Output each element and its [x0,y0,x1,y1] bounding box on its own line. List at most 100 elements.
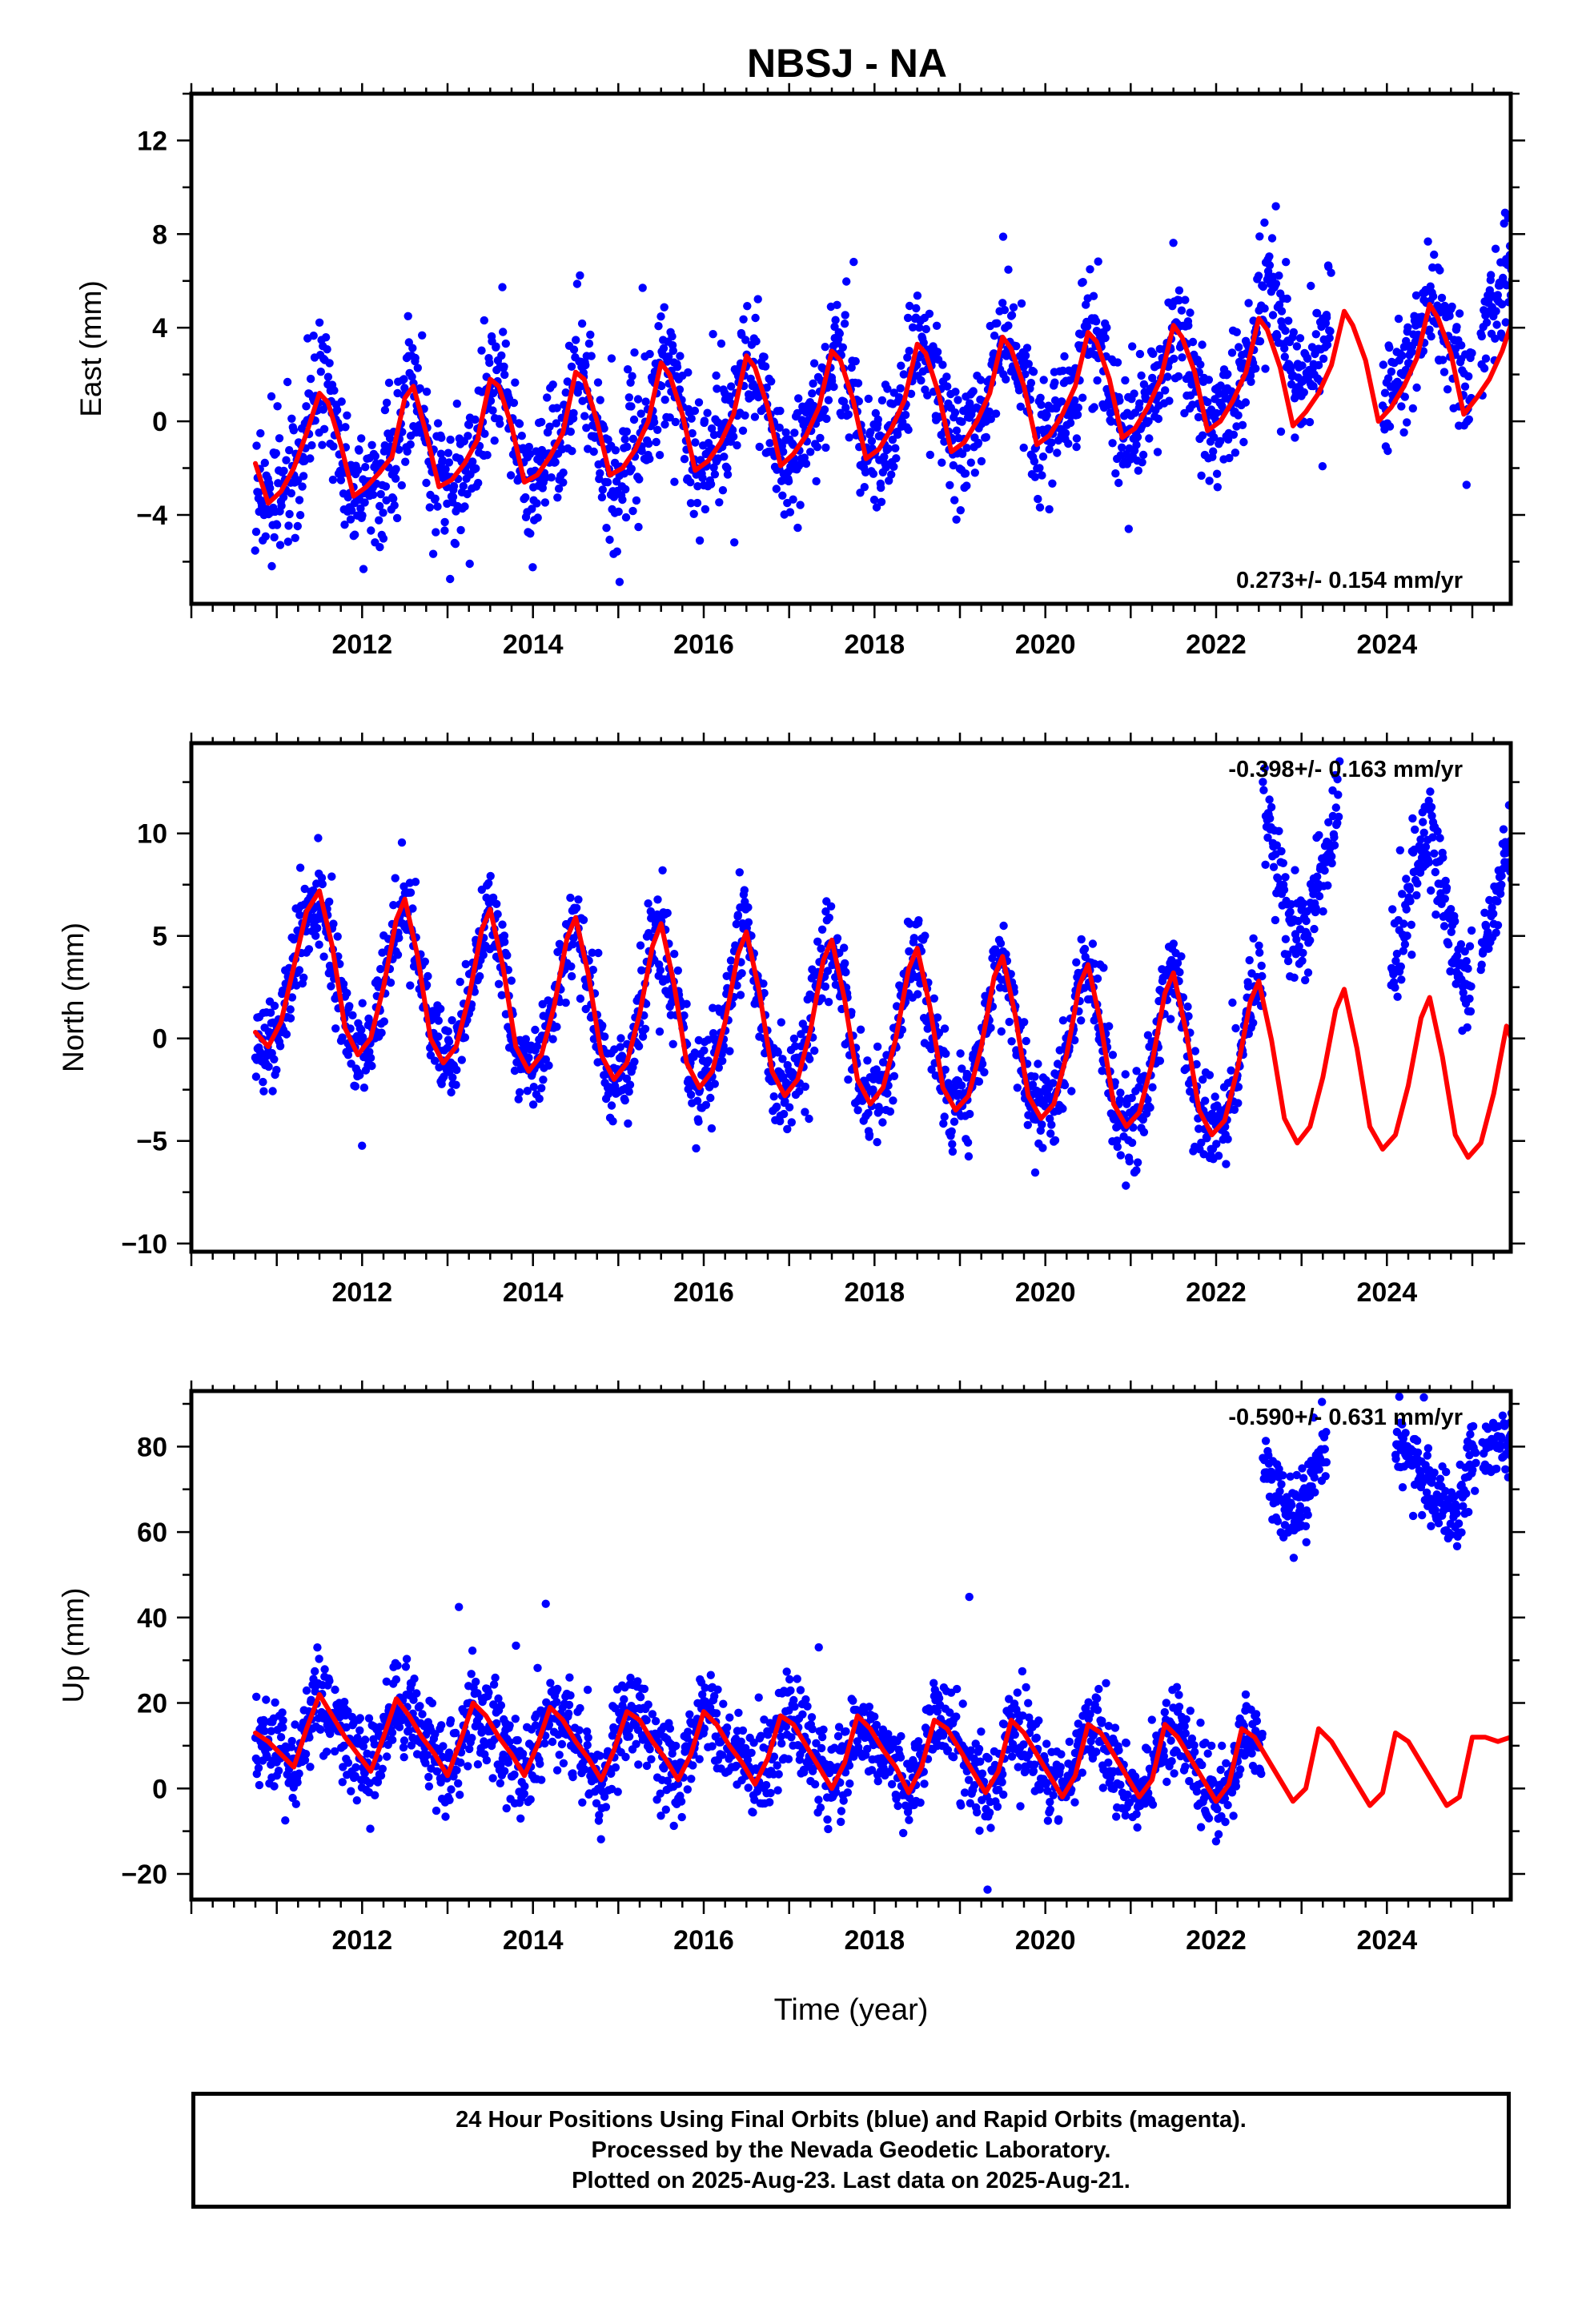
data-point [892,454,901,463]
data-point [730,538,739,547]
data-point [1431,867,1440,877]
data-point [999,921,1008,931]
data-point [355,1726,364,1735]
data-point [551,457,560,467]
data-point [444,448,453,457]
data-point [572,279,582,288]
y-tick-label: −4 [136,501,167,531]
data-point [406,888,416,897]
data-point [633,395,643,404]
data-point [423,1751,432,1759]
data-point [418,1710,427,1719]
data-point [268,1087,277,1096]
data-point [270,1001,279,1011]
data-point [638,1032,648,1041]
data-point [498,920,507,929]
data-point [1223,435,1233,444]
data-point [1161,386,1170,395]
data-point [956,1049,965,1058]
data-point [1279,858,1288,868]
data-point [636,409,645,418]
data-point [623,365,632,374]
data-point [1493,921,1503,930]
data-point [408,344,417,352]
data-point [630,1057,639,1067]
data-point [1435,266,1444,275]
data-point [715,498,724,507]
data-point [695,536,705,545]
data-point [787,1118,796,1127]
data-point [511,378,520,387]
data-point [476,971,484,981]
data-point [704,1056,713,1065]
data-point [706,480,716,489]
data-point [778,491,787,500]
data-point [707,424,717,433]
data-point [1267,802,1276,812]
data-point [673,966,682,975]
data-point [952,426,962,435]
data-point [954,396,962,404]
data-point [1467,926,1476,935]
data-point [318,440,327,449]
data-point [733,911,742,919]
data-point [621,485,630,494]
data-point [914,916,923,925]
data-point [459,481,468,491]
data-point [772,485,781,493]
data-point [723,470,733,479]
data-point [1164,965,1173,974]
data-point [1515,870,1523,879]
data-point [1203,397,1212,407]
data-point [382,398,391,408]
data-point [449,481,459,491]
data-point [1323,881,1332,890]
data-point [1398,352,1407,360]
data-point [1214,1152,1223,1160]
data-point [1177,306,1186,315]
data-point [627,464,636,473]
data-point [428,549,438,558]
data-point [266,484,275,493]
data-point [812,476,821,486]
data-point [1115,1096,1124,1104]
data-point [767,377,776,386]
data-point [1212,1140,1221,1148]
data-point [448,1015,456,1025]
data-point [873,415,883,424]
data-point [357,1025,366,1035]
data-point [1000,305,1010,315]
data-point [1400,940,1410,949]
data-point [317,874,327,883]
data-point [765,439,774,448]
data-point [934,1028,944,1038]
data-point [891,444,900,452]
data-point [594,948,603,958]
data-point [1443,385,1452,394]
data-point [291,1720,299,1729]
data-point [283,377,292,387]
data-point [1399,428,1408,437]
data-point [1058,366,1067,376]
data-point [535,1094,544,1104]
data-point [703,408,712,417]
data-point [371,452,379,460]
data-point [663,908,672,918]
data-point [913,292,922,300]
panel-3: 2012 2014 2016 2018 2020 2022 2024−20020406080… [57,1380,1525,2027]
data-point [1497,880,1506,890]
data-point [1116,1088,1125,1097]
data-point [1194,412,1203,422]
data-point [1272,841,1282,850]
data-point [1275,300,1284,309]
data-point [1311,330,1321,339]
data-point [479,951,488,959]
data-point [1128,342,1137,351]
data-point [833,934,842,943]
data-point [905,919,914,928]
data-point [817,925,827,935]
data-point [638,283,647,292]
data-point [393,951,403,959]
x-tick-label: 2014 [503,1277,564,1308]
data-point [523,1087,532,1096]
